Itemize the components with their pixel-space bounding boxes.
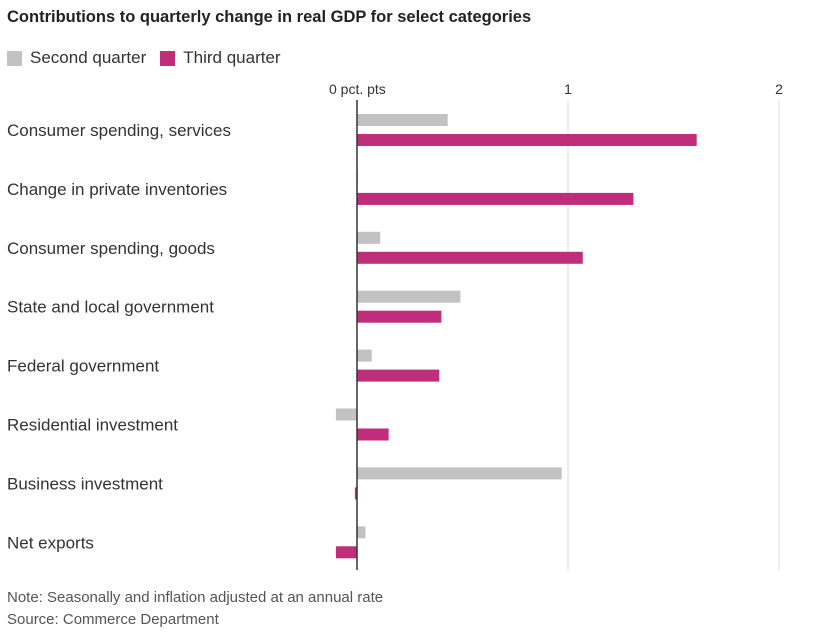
legend-label-third-quarter: Third quarter: [183, 48, 281, 67]
bar-chart: 0 pct. pts 1 2 Consumer spending, services C…: [7, 81, 783, 570]
bar-third-quarter: [357, 251, 583, 264]
category-label: Federal government: [7, 357, 159, 376]
bar-second-quarter: [357, 467, 562, 480]
x-tick-label-1: 1: [564, 81, 572, 97]
bar-third-quarter: [357, 192, 634, 205]
bar-third-quarter: [357, 310, 442, 323]
legend-swatch-third-quarter: [160, 50, 176, 66]
bar-second-quarter: [357, 114, 448, 126]
chart-note: Note: Seasonally and inflation adjusted …: [7, 589, 384, 606]
category-label: Consumer spending, services: [7, 121, 231, 140]
category-label: State and local government: [7, 298, 214, 317]
bar-second-quarter: [357, 290, 461, 303]
chart-title: Contributions to quarterly change in rea…: [7, 8, 532, 26]
category-label: Residential investment: [7, 416, 178, 435]
bar-third-quarter: [335, 546, 357, 559]
x-tick-label-2: 2: [775, 81, 783, 97]
legend-item-third-quarter: Third quarter: [160, 48, 281, 68]
bar-third-quarter: [354, 487, 357, 500]
category-label: Net exports: [7, 533, 94, 552]
chart-source: Source: Commerce Department: [7, 611, 219, 628]
category-label: Change in private inventories: [7, 180, 227, 199]
x-tick-label-0: 0 pct. pts: [329, 81, 386, 97]
legend-swatch-second-quarter: [7, 50, 22, 66]
legend-label-second-quarter: Second quarter: [30, 48, 147, 67]
legend-item-second-quarter: Second quarter: [7, 48, 146, 68]
bar-second-quarter: [357, 231, 381, 244]
category-label: Business investment: [7, 474, 163, 493]
bar-third-quarter: [357, 428, 389, 441]
category-label: Consumer spending, goods: [7, 239, 215, 258]
bar-second-quarter: [335, 408, 357, 421]
bar-third-quarter: [357, 369, 440, 382]
bar-third-quarter: [357, 134, 697, 146]
legend: Second quarter Third quarter: [7, 48, 295, 68]
bar-second-quarter: [357, 349, 372, 362]
bar-second-quarter: [357, 526, 366, 539]
